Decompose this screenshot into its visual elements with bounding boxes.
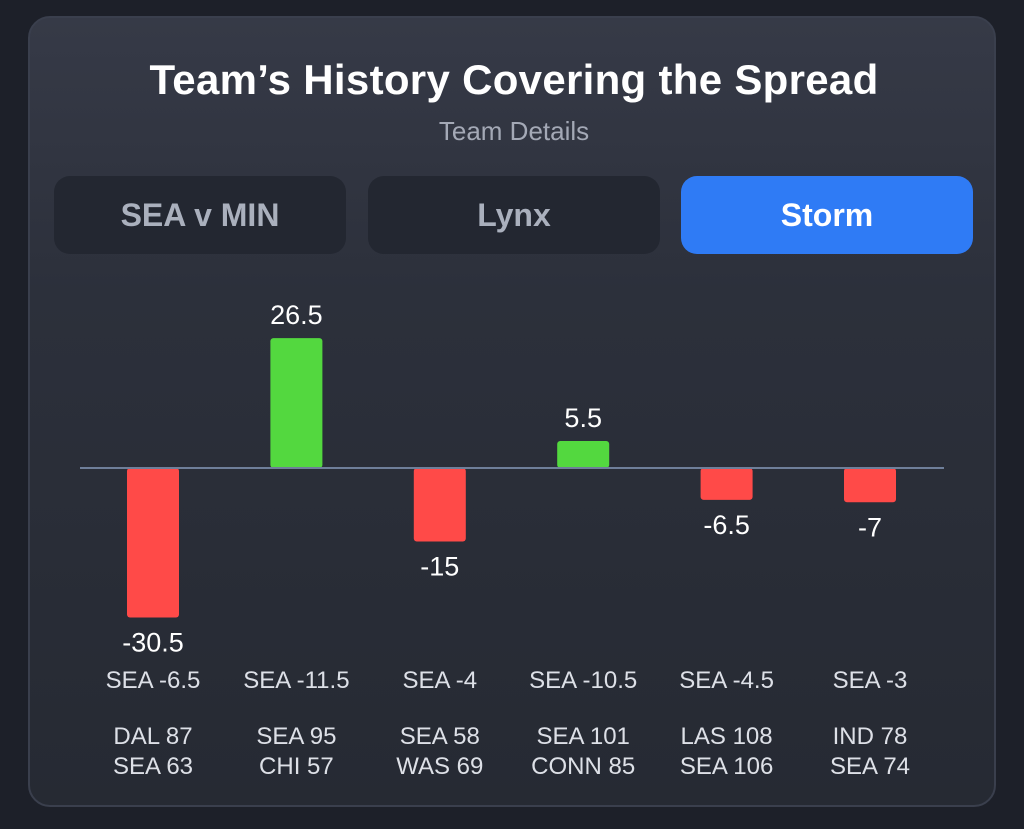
bar-4 bbox=[700, 468, 753, 500]
category-label-3: SEA -10.5 bbox=[529, 667, 637, 694]
category-label-2: SEA -4 bbox=[402, 667, 477, 694]
category-label-0: SEA -6.5 bbox=[106, 667, 201, 694]
bar-5 bbox=[844, 468, 896, 503]
bar-2 bbox=[413, 468, 466, 542]
score-label-5-0: IND 78 bbox=[833, 723, 908, 750]
score-label-4-1: SEA 106 bbox=[680, 753, 773, 780]
category-label-4: SEA -4.5 bbox=[679, 667, 774, 694]
score-label-3-1: CONN 85 bbox=[531, 753, 635, 780]
score-label-0-0: DAL 87 bbox=[113, 723, 192, 750]
score-label-5-1: SEA 74 bbox=[830, 753, 910, 780]
bar-1 bbox=[270, 338, 323, 468]
bar-value-label-0: -30.5 bbox=[122, 627, 184, 657]
tab-lynx[interactable]: Lynx bbox=[368, 176, 660, 254]
score-label-1-1: CHI 57 bbox=[259, 753, 334, 780]
bar-value-label-5: -7 bbox=[858, 512, 882, 542]
tab-matchup[interactable]: SEA v MIN bbox=[54, 176, 346, 254]
category-label-5: SEA -3 bbox=[833, 667, 908, 694]
team-tabs: SEA v MIN Lynx Storm bbox=[54, 176, 974, 254]
score-label-1-0: SEA 95 bbox=[256, 723, 336, 750]
bar-value-label-3: 5.5 bbox=[564, 403, 602, 433]
score-label-4-0: LAS 108 bbox=[681, 723, 773, 750]
score-label-0-1: SEA 63 bbox=[113, 753, 193, 780]
bar-value-label-1: 26.5 bbox=[270, 300, 323, 330]
chart-subtitle: Team Details bbox=[438, 116, 590, 146]
score-label-2-1: WAS 69 bbox=[396, 753, 483, 780]
chart-title: Team’s History Covering the Spread bbox=[149, 56, 879, 103]
category-label-1: SEA -11.5 bbox=[243, 667, 349, 694]
bar-value-label-4: -6.5 bbox=[703, 510, 750, 540]
score-label-2-0: SEA 58 bbox=[400, 723, 480, 750]
bar-3 bbox=[557, 441, 610, 468]
bar-value-label-2: -15 bbox=[420, 552, 459, 582]
bar-0 bbox=[127, 468, 179, 618]
tab-storm[interactable]: Storm bbox=[681, 176, 973, 254]
score-label-3-0: SEA 101 bbox=[536, 723, 629, 750]
chart-card: Team’s History Covering the Spread Team … bbox=[28, 16, 996, 807]
